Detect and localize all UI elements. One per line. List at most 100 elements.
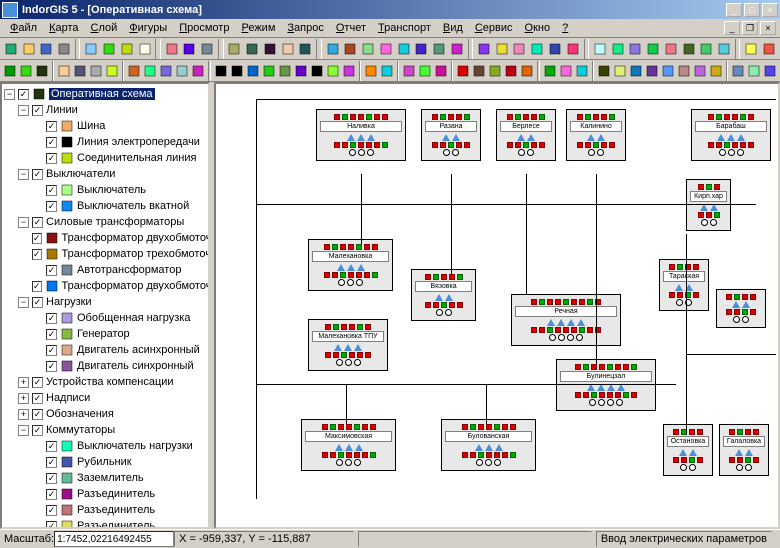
tree-checkbox[interactable]: ✓ <box>32 297 43 308</box>
tree-node[interactable]: ✓Трансформатор двухобмоточны <box>4 278 206 294</box>
tree-toggle[interactable]: − <box>18 425 29 436</box>
tool-redo[interactable] <box>297 39 315 59</box>
menu-запрос[interactable]: Запрос <box>281 20 329 36</box>
tool-layer[interactable] <box>82 39 100 59</box>
tree-checkbox[interactable]: ✓ <box>46 441 57 452</box>
tree-node[interactable]: −✓Выключатели <box>4 166 206 182</box>
tree-node[interactable]: ✓Генератор <box>4 326 206 342</box>
substation[interactable]: Остановка <box>663 424 713 476</box>
tool-align-m[interactable] <box>660 61 676 81</box>
tree-node[interactable]: +✓Надписи <box>4 390 206 406</box>
tool-line[interactable] <box>229 61 245 81</box>
tool-about[interactable] <box>760 39 778 59</box>
substation[interactable]: Речная <box>511 294 621 346</box>
tree-node[interactable]: ✓Разъединитель <box>4 518 206 529</box>
tree-node[interactable]: −✓Нагрузки <box>4 294 206 310</box>
tool-zoom-out[interactable] <box>104 61 120 81</box>
tool-target2[interactable] <box>181 39 199 59</box>
layer-tree-panel[interactable]: −✓Оперативная схема−✓Линии✓Шина✓Линия эл… <box>0 82 210 529</box>
tool-rect[interactable] <box>118 39 136 59</box>
substation[interactable]: Берлесе <box>496 109 556 161</box>
substation[interactable]: Булинецзал <box>556 359 656 411</box>
tool-text[interactable] <box>309 61 325 81</box>
menu-карта[interactable]: Карта <box>43 20 84 36</box>
tool-grid3[interactable] <box>395 39 413 59</box>
tree-checkbox[interactable]: ✓ <box>46 201 57 212</box>
minimize-button[interactable]: _ <box>726 3 742 17</box>
close-button[interactable]: × <box>762 3 778 17</box>
tool-rect2[interactable] <box>245 61 261 81</box>
tree-checkbox[interactable]: ✓ <box>32 281 42 292</box>
tool-poly[interactable] <box>136 39 154 59</box>
mdi-minimize-button[interactable]: _ <box>724 21 740 35</box>
tool-cut[interactable] <box>243 39 261 59</box>
mdi-restore-button[interactable]: ❐ <box>742 21 758 35</box>
tool-snap[interactable] <box>762 61 778 81</box>
tool-target[interactable] <box>163 39 181 59</box>
tree-checkbox[interactable]: ✓ <box>18 89 29 100</box>
tree-node[interactable]: +✓Устройства компенсации <box>4 374 206 390</box>
tool-paste[interactable] <box>261 39 279 59</box>
tree-node[interactable]: −✓Оперативная схема <box>4 86 206 102</box>
substation[interactable]: Тараская <box>659 259 709 311</box>
tree-checkbox[interactable]: ✓ <box>46 473 57 484</box>
tree-node[interactable]: ✓Трансформатор двухобмоточны <box>4 230 206 246</box>
menu-?[interactable]: ? <box>556 20 574 36</box>
tree-toggle[interactable]: − <box>18 217 29 228</box>
tool-grid5[interactable] <box>730 61 746 81</box>
tool-el5[interactable] <box>519 61 535 81</box>
tool-query2[interactable] <box>417 61 433 81</box>
tool-el2[interactable] <box>471 61 487 81</box>
substation[interactable]: Разана <box>421 109 481 161</box>
tree-checkbox[interactable]: ✓ <box>46 313 57 324</box>
tool-align-b[interactable] <box>676 61 692 81</box>
substation[interactable]: Малехановка <box>308 239 393 291</box>
tool-save[interactable] <box>37 39 55 59</box>
tool-node3[interactable] <box>574 61 590 81</box>
substation[interactable] <box>716 289 766 328</box>
substation[interactable]: Булованская <box>441 419 536 471</box>
tree-toggle[interactable]: − <box>18 297 29 308</box>
tree-node[interactable]: ✓Двигатель асинхронный <box>4 342 206 358</box>
tool-ellipse[interactable] <box>261 61 277 81</box>
tree-checkbox[interactable]: ✓ <box>32 217 43 228</box>
substation[interactable]: Наливка <box>316 109 406 161</box>
tool-open[interactable] <box>20 39 38 59</box>
tool-print[interactable] <box>55 39 73 59</box>
tool-grid2[interactable] <box>377 39 395 59</box>
menu-просмотр[interactable]: Просмотр <box>173 20 235 36</box>
tool-flag[interactable] <box>126 61 142 81</box>
tool-tree[interactable] <box>2 61 18 81</box>
tool-ruler2[interactable] <box>627 39 645 59</box>
tool-align-r[interactable] <box>628 61 644 81</box>
substation[interactable]: Кирп.хар <box>686 179 731 231</box>
tool-q[interactable] <box>591 39 609 59</box>
tool-measure[interactable] <box>341 61 357 81</box>
menu-сервис[interactable]: Сервис <box>469 20 519 36</box>
tool-globe[interactable] <box>2 39 20 59</box>
tool-hand2[interactable] <box>72 61 88 81</box>
tool-align-t[interactable] <box>644 61 660 81</box>
tool-db[interactable] <box>430 39 448 59</box>
menu-транспорт[interactable]: Транспорт <box>372 20 437 36</box>
tool-align-l[interactable] <box>596 61 612 81</box>
scale-input[interactable] <box>54 531 174 547</box>
tree-checkbox[interactable]: ✓ <box>32 393 43 404</box>
tool-help[interactable] <box>742 39 760 59</box>
tree-checkbox[interactable]: ✓ <box>32 425 43 436</box>
tree-node[interactable]: ✓Разъединитель <box>4 486 206 502</box>
tool-flag2[interactable] <box>142 61 158 81</box>
tree-checkbox[interactable]: ✓ <box>32 377 43 388</box>
tree-toggle[interactable]: + <box>18 393 29 404</box>
tool-dot[interactable] <box>198 39 216 59</box>
tool-save2[interactable] <box>697 39 715 59</box>
tree-node[interactable]: ✓Заземлитель <box>4 470 206 486</box>
tree-checkbox[interactable]: ✓ <box>32 233 42 244</box>
menu-режим[interactable]: Режим <box>235 20 281 36</box>
tool-undo[interactable] <box>279 39 297 59</box>
tree-checkbox[interactable]: ✓ <box>46 265 57 276</box>
menu-отчет[interactable]: Отчет <box>330 20 372 36</box>
tool-dist-v[interactable] <box>708 61 724 81</box>
tree-node[interactable]: ✓Рубильник <box>4 454 206 470</box>
tree-node[interactable]: ✓Двигатель синхронный <box>4 358 206 374</box>
